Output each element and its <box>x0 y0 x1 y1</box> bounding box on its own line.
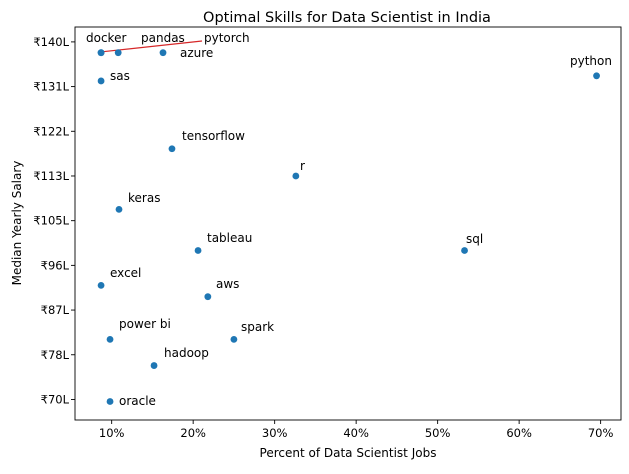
x-tick-label: 50% <box>425 426 451 440</box>
data-point <box>194 247 202 254</box>
x-tick-label: 40% <box>343 426 369 440</box>
data-point <box>159 49 167 57</box>
data-point <box>114 49 122 57</box>
data-point <box>97 77 105 85</box>
y-tick-label: ₹122L <box>33 124 69 138</box>
y-tick-label: ₹131L <box>33 80 69 94</box>
point-label: sas <box>110 69 130 83</box>
y-axis: ₹70L ₹78L ₹87L ₹96L ₹105L ₹113L ₹122L ₹131L ₹140… <box>33 35 75 406</box>
data-point <box>106 335 114 343</box>
point-label: r <box>300 159 305 173</box>
data-point <box>593 72 600 80</box>
data-point <box>461 247 468 254</box>
point-label: sql <box>466 232 483 246</box>
y-tick-label: ₹87L <box>41 303 70 317</box>
x-tick-label: 30% <box>262 426 288 440</box>
data-points <box>97 49 600 405</box>
x-axis-label: Percent of Data Scientist Jobs <box>260 446 437 460</box>
point-label: power bi <box>119 317 171 331</box>
x-axis: 10% 20% 30% 40% 50% 60% 70% <box>99 420 614 440</box>
point-label: python <box>570 54 612 68</box>
point-label: excel <box>110 266 141 280</box>
point-label: aws <box>216 277 239 291</box>
y-tick-label: ₹113L <box>33 169 69 183</box>
point-label: docker <box>86 31 126 45</box>
data-point <box>230 335 238 343</box>
plot-frame <box>74 26 622 421</box>
data-point <box>168 145 176 153</box>
point-label: keras <box>128 191 160 205</box>
data-point <box>97 282 105 289</box>
y-tick-label: ₹105L <box>33 214 69 228</box>
point-label: tensorflow <box>182 129 245 143</box>
y-tick-label: ₹140L <box>33 35 69 49</box>
point-label: tableau <box>207 231 252 245</box>
data-point <box>97 49 105 57</box>
point-label: azure <box>180 46 213 60</box>
y-tick-label: ₹78L <box>41 348 70 362</box>
point-label: pytorch <box>204 31 250 45</box>
y-tick-label: ₹96L <box>41 258 70 272</box>
x-tick-label: 10% <box>99 426 125 440</box>
data-point <box>292 172 300 180</box>
x-tick-label: 70% <box>588 426 614 440</box>
data-point <box>106 398 114 405</box>
data-point <box>150 362 158 369</box>
x-tick-label: 60% <box>506 426 532 440</box>
point-label: spark <box>241 320 274 334</box>
x-tick-label: 20% <box>180 426 206 440</box>
chart-title: Optimal Skills for Data Scientist in Ind… <box>203 10 491 26</box>
y-tick-label: ₹70L <box>41 392 70 406</box>
data-point <box>115 205 123 213</box>
point-label: pandas <box>141 31 185 45</box>
y-axis-label: Median Yearly Salary <box>10 161 24 286</box>
data-point <box>204 293 212 301</box>
point-label: hadoop <box>164 346 209 360</box>
point-label: oracle <box>119 394 156 408</box>
